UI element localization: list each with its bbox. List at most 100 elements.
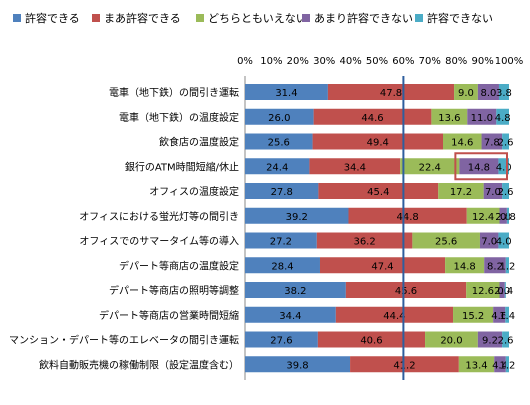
bar-segment — [459, 158, 499, 175]
bar-segment — [498, 232, 509, 249]
data-label: 2.6 — [498, 138, 514, 149]
bar-segment — [318, 183, 439, 199]
bar-segment — [505, 257, 509, 274]
bar-segment — [466, 282, 500, 298]
x-tick-label: 10% — [260, 56, 282, 67]
bar-segment — [502, 331, 509, 348]
legend: 許容できる まあ許容できる どちらともいえない あまり許容できない 許容できない — [13, 11, 493, 25]
data-label: 28.4 — [271, 261, 293, 272]
bar-segment — [245, 282, 346, 298]
data-label: 27.2 — [270, 237, 292, 248]
data-label: 17.2 — [450, 187, 472, 198]
legend-swatch — [302, 14, 310, 22]
category-label: デパート等商店の温度設定 — [119, 259, 239, 272]
data-label: 7.0 — [485, 187, 501, 198]
x-tick-label: 30% — [313, 56, 335, 67]
data-label: 1.2 — [499, 261, 515, 272]
data-label: 4.6 — [491, 311, 507, 322]
category-label: 電車（地下鉄）の温度設定 — [119, 111, 239, 124]
bar-segment — [453, 306, 494, 323]
bar-segment — [502, 183, 509, 199]
data-label: 44.8 — [396, 212, 418, 223]
data-label: 4.4 — [492, 360, 508, 371]
highlight-group — [454, 152, 509, 181]
data-label: 0.4 — [497, 286, 513, 297]
data-label: 9.2 — [482, 336, 498, 347]
bar-segment — [506, 207, 509, 224]
bar-segment — [400, 158, 460, 175]
category-label: 飲料自動販売機の稼働制限（設定温度含む） — [39, 358, 239, 371]
bar-segment — [477, 84, 499, 100]
x-tick-label: 40% — [339, 56, 361, 67]
bar-segment — [438, 183, 484, 199]
data-label: 8.0 — [480, 88, 496, 99]
data-label: 2.6 — [498, 336, 514, 347]
data-label: 2.0 — [494, 286, 510, 297]
data-label: 36.2 — [353, 237, 375, 248]
bar-segment — [309, 158, 401, 175]
category-label: デパート等商店の営業時間短縮 — [99, 309, 239, 322]
bar-segment — [467, 108, 497, 125]
bar-segment — [484, 257, 506, 274]
bar-segment — [498, 84, 509, 100]
data-label: 14.8 — [454, 261, 476, 272]
legend-label: あまり許容できない — [314, 11, 413, 25]
data-label: 13.4 — [465, 360, 487, 371]
bar-segment — [316, 232, 413, 249]
bar-segment — [493, 306, 506, 323]
data-label: 34.4 — [279, 311, 301, 322]
bar-segment — [245, 133, 313, 150]
data-label: 27.6 — [270, 336, 292, 347]
category-label: 飲食店の温度設定 — [159, 136, 239, 149]
data-label: 2.8 — [495, 212, 511, 223]
category-label: オフィスの温度設定 — [149, 185, 239, 198]
data-label: 39.2 — [286, 212, 308, 223]
data-label: 45.4 — [367, 187, 389, 198]
data-label: 25.6 — [268, 138, 290, 149]
bar-segment — [327, 84, 455, 100]
bar-segment — [245, 232, 317, 249]
bar-segment — [454, 84, 478, 100]
data-label: 7.0 — [481, 237, 497, 248]
category-label: オフィスにおける蛍光灯等の間引き — [79, 210, 239, 223]
highlight-box — [454, 152, 509, 181]
data-label: 14.6 — [451, 138, 473, 149]
bar-segment — [312, 133, 443, 150]
category-label: 銀行のATM時間短縮/休止 — [125, 160, 239, 173]
bar-segment — [245, 108, 314, 125]
data-label: 44.6 — [361, 113, 383, 124]
bar-segment — [412, 232, 480, 249]
bar-segment — [245, 356, 351, 373]
data-label: 39.8 — [286, 360, 308, 371]
bar-segment — [505, 306, 509, 323]
x-tick-label: 100% — [495, 56, 524, 67]
data-label: 7.8 — [484, 138, 500, 149]
legend-label: 許容できない — [427, 11, 493, 25]
data-label: 44.4 — [383, 311, 405, 322]
bar-segment — [350, 356, 459, 373]
data-label: 15.2 — [462, 311, 484, 322]
bar-segment — [499, 282, 505, 298]
data-label: 34.4 — [344, 162, 366, 173]
bar-segment — [313, 108, 432, 125]
data-label: 4.0 — [496, 162, 512, 173]
bars: 31.4 47.8 9.0 8.0 3.8 26.0 44.6 13.6 11.0 4.8 25.6… — [245, 84, 516, 373]
bar-segment — [345, 282, 467, 298]
data-label: 0.8 — [500, 212, 516, 223]
legend-label: 許容できる — [25, 11, 80, 25]
data-label: 14.8 — [468, 162, 490, 173]
legend-swatch — [415, 14, 423, 22]
bar-segment — [245, 257, 320, 274]
data-label: 31.4 — [275, 88, 297, 99]
legend-swatch — [92, 14, 100, 22]
data-label: 4.8 — [495, 113, 511, 124]
data-label: 40.6 — [360, 336, 382, 347]
data-label: 24.4 — [266, 162, 288, 173]
data-label: 9.0 — [458, 88, 474, 99]
bar-segment — [481, 133, 503, 150]
x-axis: 0% 10% 20% 30% 40% 50% 60% 70% 80% 90% 100% — [237, 56, 523, 380]
legend-label: どちらともいえない — [208, 12, 307, 25]
bar-segment — [502, 133, 509, 150]
bar-segment — [483, 183, 503, 199]
